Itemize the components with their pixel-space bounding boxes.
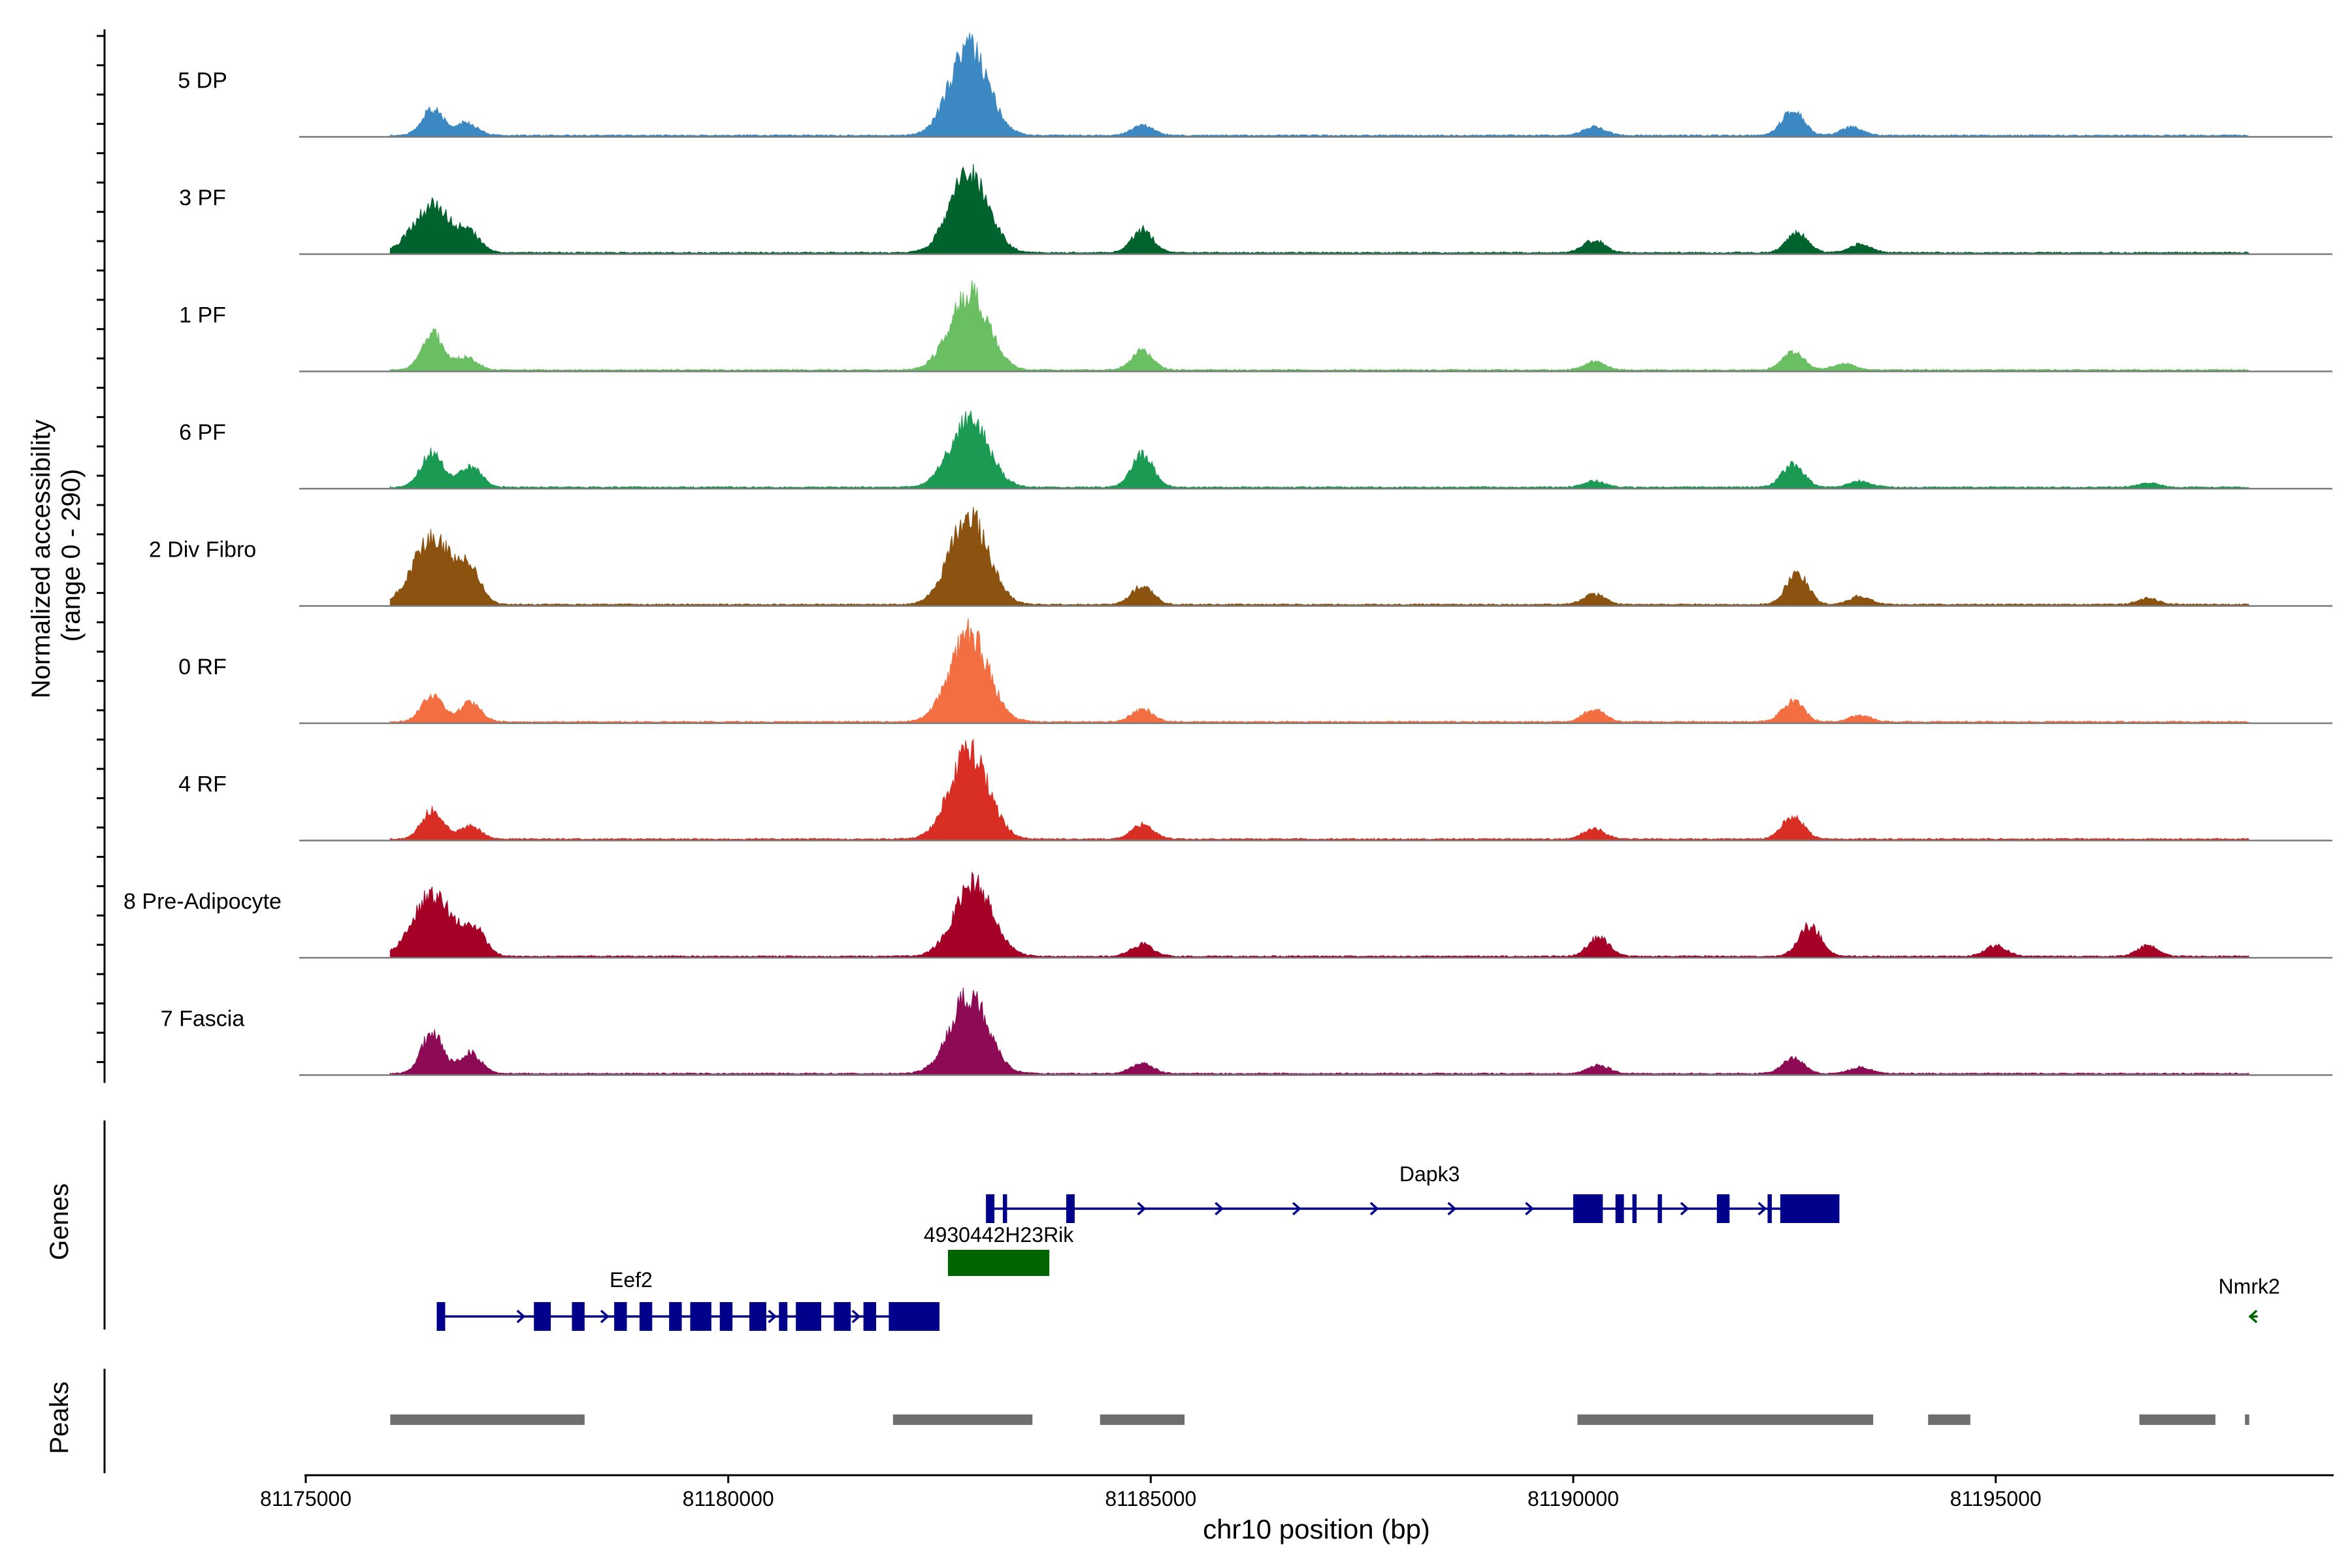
strand-chevron (516, 1309, 526, 1324)
track-2-div-fibro: 2 Div Fibro (149, 506, 2332, 607)
track-label: 6 PF (179, 420, 226, 445)
y-axis-title-line1: Normalized accessibility (27, 419, 56, 698)
coverage-area (389, 280, 2250, 372)
strand-chevron (768, 1309, 777, 1324)
x-axis: 81175000 81180000 81185000 81190000 81195000 (260, 1474, 2334, 1511)
gene-label: Nmrk2 (2219, 1275, 2280, 1298)
track-label: 1 PF (179, 303, 226, 328)
gene-exon (1767, 1194, 1772, 1223)
track-3-pf: 3 PF (179, 163, 2332, 255)
gene-exon (719, 1302, 733, 1331)
x-axis-title: chr10 position (bp) (1203, 1514, 1430, 1544)
gene-label: Dapk3 (1399, 1162, 1460, 1186)
gene-exon (1615, 1194, 1624, 1223)
coverage-area (389, 33, 2250, 137)
gene-exon (1003, 1194, 1007, 1223)
gene-eef2: Eef2 (436, 1268, 939, 1331)
track-label: 7 Fascia (161, 1007, 245, 1032)
peaks-axis-title: Peaks (45, 1381, 74, 1454)
gene-exon (639, 1302, 653, 1331)
strand-chevron (1369, 1201, 1379, 1216)
strand-chevron (1137, 1201, 1147, 1216)
gene-exon (1658, 1194, 1662, 1223)
x-tick-label: 81190000 (1527, 1487, 1619, 1511)
gene-exon (614, 1302, 627, 1331)
track-label: 5 DP (178, 69, 227, 93)
track-label: 3 PF (179, 186, 226, 210)
gene-exon (749, 1302, 766, 1331)
gene-label: Eef2 (610, 1268, 653, 1292)
coverage-area (389, 163, 2250, 255)
gene-exon (534, 1302, 551, 1331)
gene-exon (779, 1302, 788, 1331)
gene-exon (1573, 1194, 1603, 1223)
coverage-area (389, 618, 2250, 724)
track-label: 2 Div Fibro (149, 538, 256, 563)
coverage-area (389, 410, 2250, 489)
gene-exon (1632, 1194, 1637, 1223)
strand-chevron (1447, 1201, 1457, 1216)
peak-region (2245, 1414, 2249, 1425)
y-axis-title-line2: (range 0 - 290) (57, 469, 86, 642)
x-tick-label: 81195000 (1950, 1487, 2042, 1511)
gene-exon (436, 1302, 446, 1331)
track-7-fascia: 7 Fascia (161, 987, 2332, 1076)
gene-exon (796, 1302, 821, 1331)
track-4-rf: 4 RF (178, 738, 2332, 841)
genes-axis-title: Genes (45, 1183, 74, 1260)
gene-exon (1716, 1194, 1730, 1223)
y-axis-title: Normalized accessibility (range 0 - 290) (27, 412, 86, 698)
gene-exon (1066, 1194, 1075, 1223)
coverage-area (389, 987, 2250, 1075)
gene-exon (834, 1302, 851, 1331)
gene-label: 4930442H23Rik (924, 1223, 1075, 1247)
strand-chevron (1525, 1201, 1535, 1216)
x-tick-label: 81185000 (1105, 1487, 1196, 1511)
gene-4930442h23rik: 4930442H23Rik (924, 1223, 1075, 1276)
strand-chevron (851, 1309, 861, 1324)
strand-chevron (2248, 1309, 2258, 1324)
gene-dapk3: Dapk3 (986, 1162, 1840, 1223)
peak-region (2139, 1414, 2215, 1425)
track-label: 4 RF (178, 772, 227, 797)
track-1-pf: 1 PF (179, 280, 2332, 372)
peak-region (1577, 1414, 1874, 1425)
x-tick-label: 81180000 (683, 1487, 774, 1511)
strand-chevron (1757, 1201, 1767, 1216)
gene-exon (889, 1302, 939, 1331)
track-label: 0 RF (178, 655, 227, 679)
coverage-area (389, 506, 2250, 606)
y-axis (97, 29, 106, 1473)
peak-region (1928, 1414, 1970, 1425)
strand-chevron (1292, 1201, 1301, 1216)
gene-exon (669, 1302, 682, 1331)
strand-chevron (600, 1309, 610, 1324)
track-8-pre-adipocyte: 8 Pre-Adipocyte (123, 871, 2332, 959)
coverage-area (389, 738, 2250, 841)
gene-track: Dapk3 4930442H23Rik Eef2 Nmrk2 (436, 1162, 2280, 1331)
x-tick-label: 81175000 (260, 1487, 351, 1511)
gene-exon (986, 1194, 995, 1223)
peak-region (390, 1414, 585, 1425)
coverage-tracks: 5 DP 3 PF 1 PF 6 PF 2 Div Fibro 0 RF 4 RF 8 Pre… (123, 33, 2332, 1076)
strand-chevron (1680, 1201, 1690, 1216)
gene-exon (690, 1302, 711, 1331)
gene-exon (1780, 1194, 1840, 1223)
track-label: 8 Pre-Adipocyte (123, 889, 282, 914)
gene-exon (863, 1302, 876, 1331)
track-6-pf: 6 PF (179, 410, 2332, 490)
strand-chevron (1215, 1201, 1224, 1216)
coverage-area (389, 871, 2250, 958)
track-5-dp: 5 DP (178, 33, 2332, 138)
peak-region (1100, 1414, 1185, 1425)
track-0-rf: 0 RF (178, 618, 2332, 725)
peak-region (892, 1414, 1033, 1425)
gene-exon (947, 1250, 1050, 1276)
gene-exon (572, 1302, 585, 1331)
peak-track (390, 1414, 2249, 1425)
gene-nmrk2: Nmrk2 (2219, 1275, 2280, 1324)
